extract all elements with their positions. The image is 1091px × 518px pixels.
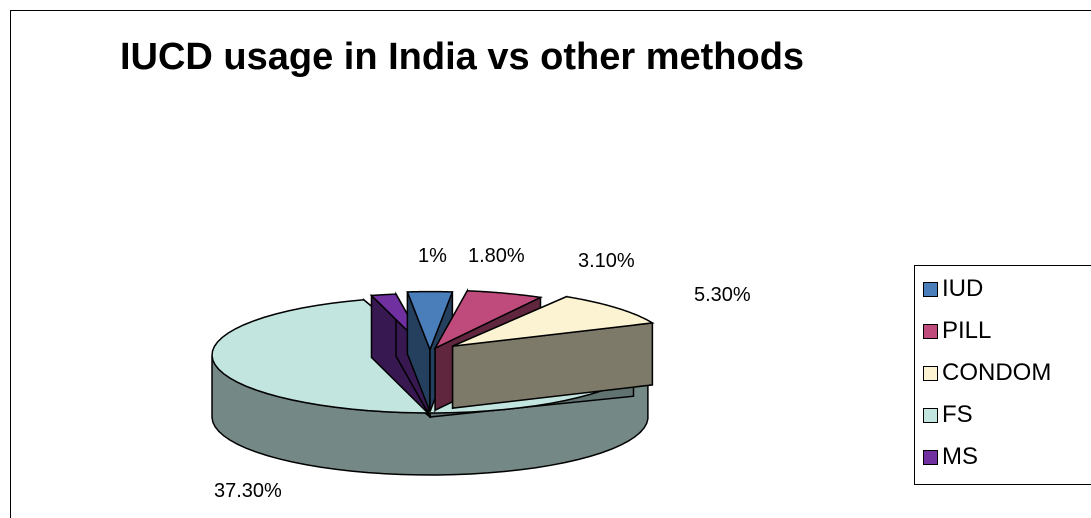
legend-item-fs: FS: [923, 401, 973, 429]
data-label-iud: 1.80%: [468, 245, 525, 267]
legend-label-iud: IUD: [942, 275, 984, 302]
legend-swatch-ms: [923, 449, 938, 465]
data-label-condom: 5.30%: [694, 284, 751, 306]
chart-title: IUCD usage in India vs other methods: [119, 36, 805, 78]
data-label-ms: 1%: [418, 245, 447, 267]
legend-label-fs: FS: [942, 401, 973, 428]
legend-label-condom: CONDOM: [942, 359, 1052, 386]
legend-swatch-fs: [923, 407, 938, 423]
legend-swatch-condom: [923, 365, 938, 381]
legend-label-pill: PILL: [942, 317, 992, 344]
legend-swatch-iud: [923, 281, 938, 297]
legend-item-pill: PILL: [923, 317, 991, 345]
pie-slice-condom: [451, 295, 655, 410]
legend-item-ms: MS: [923, 443, 978, 471]
legend-item-condom: CONDOM: [923, 359, 1051, 387]
legend-label-ms: MS: [942, 443, 978, 470]
data-label-fs: 37.30%: [214, 480, 282, 502]
chart-frame: [10, 10, 1091, 518]
data-label-pill: 3.10%: [578, 250, 635, 272]
legend-swatch-pill: [923, 323, 938, 339]
legend-item-iud: IUD: [923, 275, 983, 303]
legend: IUD PILL CONDOM FS MS: [914, 265, 1091, 485]
